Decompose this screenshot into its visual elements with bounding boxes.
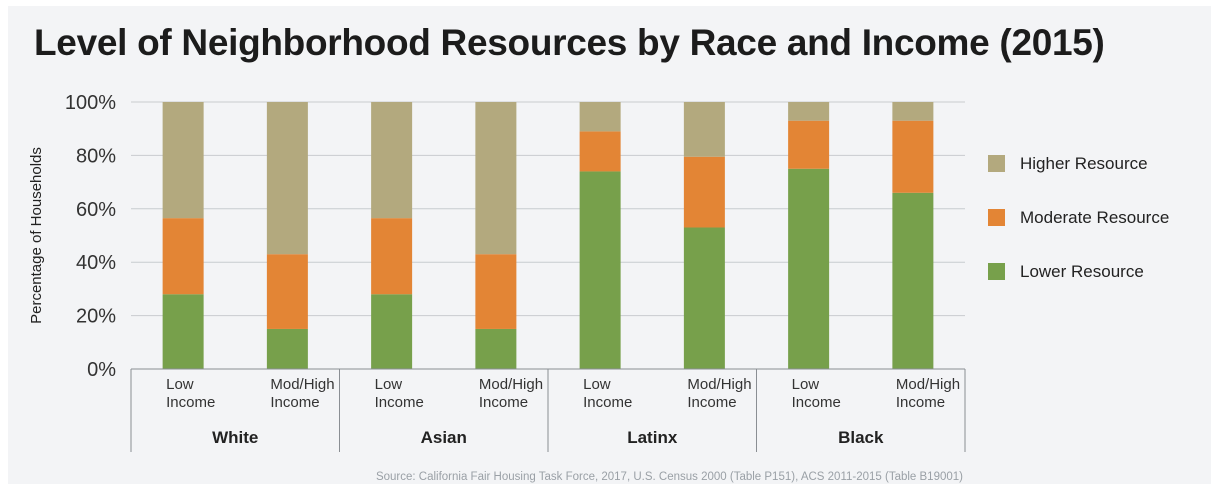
x-category-label: Low — [792, 376, 820, 393]
bar-segment — [266, 254, 308, 329]
y-tick-label: 0% — [87, 359, 116, 381]
x-category-label: Income — [166, 394, 215, 411]
bar-segment — [892, 192, 934, 369]
x-category-label: Income — [479, 394, 528, 411]
bar-segment — [162, 218, 204, 295]
x-category-label: Income — [896, 394, 945, 411]
x-category-label: Income — [375, 394, 424, 411]
bar-segment — [371, 294, 413, 369]
legend-swatch — [988, 263, 1005, 280]
bar-segment — [892, 120, 934, 193]
legend-swatch — [988, 209, 1005, 226]
legend-label: Moderate Resource — [1020, 208, 1169, 227]
bar-segment — [475, 102, 517, 255]
group-label: Black — [838, 428, 884, 447]
x-category-label: Income — [687, 394, 736, 411]
bar-segment — [475, 328, 517, 369]
bar-segment — [162, 294, 204, 369]
x-category-label: Mod/High — [896, 376, 960, 393]
x-category-label: Mod/High — [270, 376, 334, 393]
y-tick-label: 60% — [76, 199, 116, 221]
y-tick-label: 40% — [76, 252, 116, 274]
bar-segment — [683, 227, 725, 369]
bar-segment — [579, 102, 621, 132]
legend-swatch — [988, 155, 1005, 172]
bar-segment — [371, 102, 413, 219]
chart-title: Level of Neighborhood Resources by Race … — [34, 22, 1105, 63]
bar-segment — [579, 171, 621, 369]
group-label: Latinx — [627, 428, 678, 447]
x-category-label: Income — [270, 394, 319, 411]
group-label: White — [212, 428, 258, 447]
bar-segment — [788, 102, 830, 121]
x-category-label: Income — [792, 394, 841, 411]
legend-label: Lower Resource — [1020, 262, 1144, 281]
source-note: Source: California Fair Housing Task For… — [376, 471, 963, 483]
x-category-label: Mod/High — [479, 376, 543, 393]
x-category-label: Income — [583, 394, 632, 411]
bar-segment — [162, 102, 204, 219]
bar-segment — [788, 120, 830, 169]
bar-segment — [475, 254, 517, 329]
bar-segment — [266, 102, 308, 255]
group-label: Asian — [421, 428, 467, 447]
y-tick-label: 100% — [65, 92, 116, 114]
bar-segment — [683, 102, 725, 157]
x-category-label: Low — [583, 376, 611, 393]
bar-segment — [579, 131, 621, 172]
x-category-label: Mod/High — [687, 376, 751, 393]
bar-segment — [788, 168, 830, 369]
y-axis-label: Percentage of Households — [28, 147, 45, 324]
bar-segment — [371, 218, 413, 295]
y-tick-label: 80% — [76, 145, 116, 167]
legend-label: Higher Resource — [1020, 154, 1148, 173]
x-category-label: Low — [166, 376, 194, 393]
bar-segment — [266, 328, 308, 369]
x-category-label: Low — [375, 376, 403, 393]
bar-segment — [892, 102, 934, 121]
y-tick-label: 20% — [76, 306, 116, 328]
bar-segment — [683, 156, 725, 228]
